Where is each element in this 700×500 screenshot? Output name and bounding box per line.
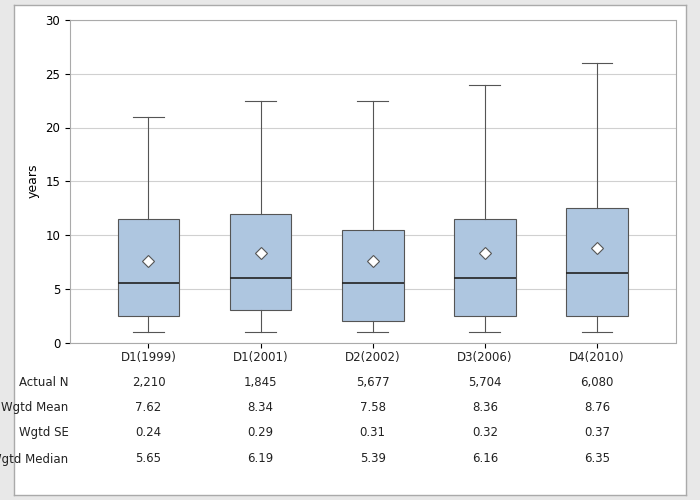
- Text: Wgtd Median: Wgtd Median: [0, 452, 69, 466]
- PathPatch shape: [342, 230, 404, 321]
- PathPatch shape: [118, 219, 179, 316]
- Y-axis label: years: years: [27, 164, 40, 198]
- Text: 8.76: 8.76: [584, 401, 610, 414]
- Text: D2(2002): D2(2002): [345, 351, 400, 364]
- PathPatch shape: [230, 214, 291, 310]
- Text: 0.37: 0.37: [584, 426, 610, 439]
- Text: 5.39: 5.39: [360, 452, 386, 466]
- Text: 8.34: 8.34: [248, 401, 274, 414]
- Text: Wgtd SE: Wgtd SE: [19, 426, 69, 439]
- Text: 0.32: 0.32: [472, 426, 498, 439]
- Text: 5.65: 5.65: [136, 452, 162, 466]
- Text: 6.16: 6.16: [472, 452, 498, 466]
- Text: D3(2006): D3(2006): [457, 351, 512, 364]
- Text: 1,845: 1,845: [244, 376, 277, 389]
- Text: 7.62: 7.62: [135, 401, 162, 414]
- Text: D1(1999): D1(1999): [120, 351, 176, 364]
- Text: 6.35: 6.35: [584, 452, 610, 466]
- Text: 2,210: 2,210: [132, 376, 165, 389]
- Text: 0.31: 0.31: [360, 426, 386, 439]
- Text: 8.36: 8.36: [472, 401, 498, 414]
- Text: 7.58: 7.58: [360, 401, 386, 414]
- Text: 6,080: 6,080: [580, 376, 614, 389]
- Text: 5,677: 5,677: [356, 376, 390, 389]
- Text: Wgtd Mean: Wgtd Mean: [1, 401, 69, 414]
- Text: D1(2001): D1(2001): [233, 351, 288, 364]
- Text: Actual N: Actual N: [19, 376, 69, 389]
- PathPatch shape: [566, 208, 628, 316]
- Text: 6.19: 6.19: [248, 452, 274, 466]
- Text: 5,704: 5,704: [468, 376, 502, 389]
- Text: D4(2010): D4(2010): [569, 351, 625, 364]
- Text: 0.29: 0.29: [248, 426, 274, 439]
- Text: 0.24: 0.24: [135, 426, 162, 439]
- PathPatch shape: [454, 219, 516, 316]
